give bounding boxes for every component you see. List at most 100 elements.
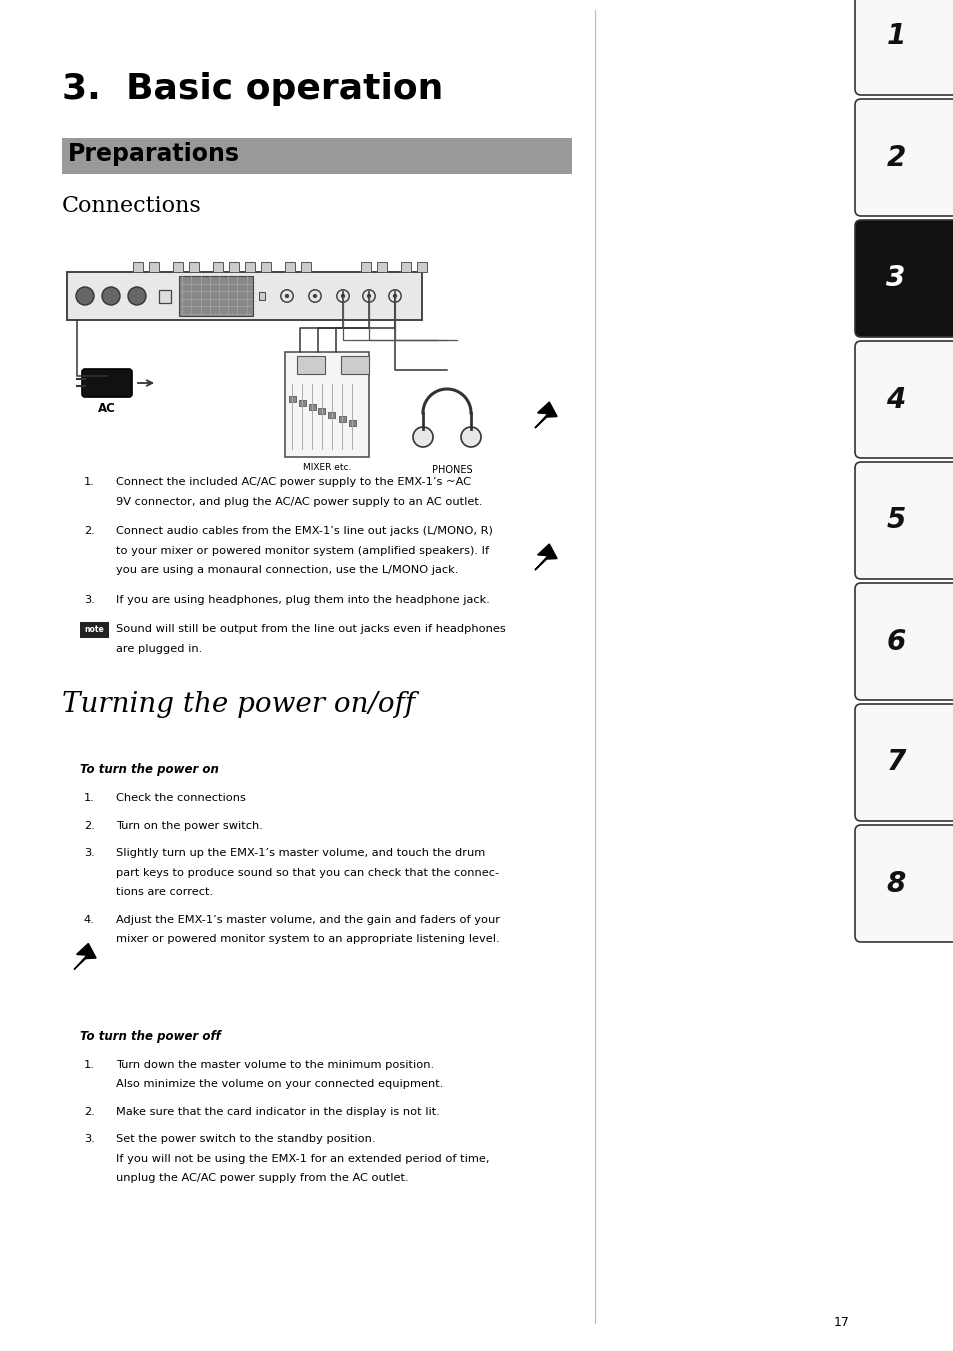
Text: If you will not be using the EMX-1 for an extended period of time,: If you will not be using the EMX-1 for a… [116, 1154, 489, 1163]
Bar [179, 276, 253, 316]
Text: If you are using headphones, plug them into the headphone jack.: If you are using headphones, plug them i… [116, 594, 489, 604]
Bar [416, 262, 427, 272]
Circle shape [76, 286, 94, 305]
Text: you are using a monaural connection, use the L/MONO jack.: you are using a monaural connection, use… [116, 565, 457, 576]
FancyBboxPatch shape [854, 704, 953, 821]
Circle shape [460, 427, 480, 447]
Polygon shape [535, 403, 557, 428]
Bar [360, 262, 371, 272]
Text: Make sure that the card indicator in the display is not lit.: Make sure that the card indicator in the… [116, 1106, 439, 1116]
Bar [258, 292, 265, 300]
Bar [229, 262, 239, 272]
Text: are plugged in.: are plugged in. [116, 643, 202, 654]
Circle shape [280, 290, 293, 303]
Circle shape [389, 290, 401, 303]
FancyBboxPatch shape [854, 99, 953, 216]
Polygon shape [535, 544, 557, 570]
Text: unplug the AC/AC power supply from the AC outlet.: unplug the AC/AC power supply from the A… [116, 1173, 408, 1183]
Text: PHONES: PHONES [432, 465, 472, 476]
Text: 3: 3 [885, 265, 904, 293]
Text: 3.: 3. [84, 594, 94, 604]
Bar [298, 400, 305, 407]
Text: 8: 8 [885, 870, 904, 897]
Text: 2.: 2. [84, 820, 94, 831]
Circle shape [366, 293, 371, 299]
Circle shape [309, 290, 321, 303]
Text: Turn down the master volume to the minimum position.: Turn down the master volume to the minim… [116, 1059, 434, 1070]
Text: Turning the power on/off: Turning the power on/off [62, 690, 415, 717]
Text: part keys to produce sound so that you can check that the connec-: part keys to produce sound so that you c… [116, 867, 498, 878]
Text: Connections: Connections [62, 195, 201, 218]
Bar [149, 262, 159, 272]
Bar [132, 262, 143, 272]
Text: 3.: 3. [84, 848, 94, 858]
FancyBboxPatch shape [854, 220, 953, 336]
Text: 1: 1 [885, 23, 904, 50]
Bar [338, 416, 345, 422]
Text: Sound will still be output from the line out jacks even if headphones: Sound will still be output from the line… [116, 624, 505, 634]
Bar [67, 272, 421, 320]
Text: 3.: 3. [84, 1133, 94, 1144]
Circle shape [102, 286, 120, 305]
Bar [348, 420, 355, 426]
Text: 3.  Basic operation: 3. Basic operation [62, 72, 443, 105]
Bar [62, 138, 572, 174]
Text: note: note [85, 626, 104, 634]
Bar [80, 621, 109, 638]
Polygon shape [74, 943, 96, 970]
Text: Also minimize the volume on your connected equipment.: Also minimize the volume on your connect… [116, 1079, 443, 1089]
Text: tions are correct.: tions are correct. [116, 888, 213, 897]
Text: 4.: 4. [84, 915, 94, 924]
Text: 1.: 1. [84, 477, 94, 486]
Text: Set the power switch to the standby position.: Set the power switch to the standby posi… [116, 1133, 375, 1144]
Circle shape [413, 427, 433, 447]
Text: 1.: 1. [84, 1059, 94, 1070]
Text: 4: 4 [885, 385, 904, 413]
Text: 2: 2 [885, 143, 904, 172]
Text: 9V connector, and plug the AC/AC power supply to an AC outlet.: 9V connector, and plug the AC/AC power s… [116, 497, 482, 507]
Circle shape [285, 293, 289, 299]
Text: Adjust the EMX-1’s master volume, and the gain and faders of your: Adjust the EMX-1’s master volume, and th… [116, 915, 499, 924]
Circle shape [336, 290, 349, 303]
Circle shape [128, 286, 146, 305]
Text: 17: 17 [833, 1316, 849, 1329]
Text: Connect audio cables from the EMX-1’s line out jacks (L/MONO, R): Connect audio cables from the EMX-1’s li… [116, 526, 493, 536]
Text: 2.: 2. [84, 526, 94, 536]
Bar [340, 357, 369, 374]
Circle shape [362, 290, 375, 303]
Bar [400, 262, 411, 272]
Bar [159, 290, 171, 303]
Bar [288, 396, 295, 403]
Text: 1.: 1. [84, 793, 94, 802]
Text: To turn the power off: To turn the power off [80, 1029, 220, 1043]
Text: Slightly turn up the EMX-1’s master volume, and touch the drum: Slightly turn up the EMX-1’s master volu… [116, 848, 485, 858]
FancyBboxPatch shape [854, 584, 953, 700]
Text: to your mixer or powered monitor system (amplified speakers). If: to your mixer or powered monitor system … [116, 546, 489, 555]
Bar [318, 408, 325, 413]
FancyBboxPatch shape [82, 369, 132, 397]
Text: Check the connections: Check the connections [116, 793, 246, 802]
Text: 7: 7 [885, 748, 904, 777]
Bar [301, 262, 311, 272]
Text: 5: 5 [885, 507, 904, 535]
Text: 6: 6 [885, 627, 904, 655]
Text: Connect the included AC/AC power supply to the EMX-1’s ~AC: Connect the included AC/AC power supply … [116, 477, 471, 486]
Bar [285, 262, 294, 272]
Circle shape [340, 293, 345, 299]
FancyBboxPatch shape [854, 340, 953, 458]
Text: AC: AC [98, 403, 116, 415]
Bar [308, 404, 315, 409]
Bar [296, 357, 325, 374]
Bar [376, 262, 387, 272]
Text: To turn the power on: To turn the power on [80, 763, 218, 775]
FancyBboxPatch shape [854, 462, 953, 580]
FancyBboxPatch shape [854, 0, 953, 95]
Circle shape [313, 293, 316, 299]
Circle shape [393, 293, 396, 299]
Bar [189, 262, 199, 272]
Bar [328, 412, 335, 417]
Text: Turn on the power switch.: Turn on the power switch. [116, 820, 263, 831]
Text: mixer or powered monitor system to an appropriate listening level.: mixer or powered monitor system to an ap… [116, 934, 499, 944]
Bar [261, 262, 271, 272]
Text: MIXER etc.: MIXER etc. [302, 463, 351, 471]
